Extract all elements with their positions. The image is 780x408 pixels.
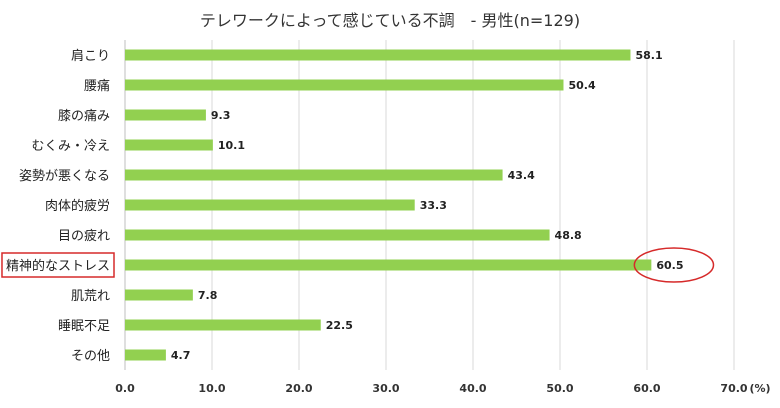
x-tick-label: 60.0 <box>633 382 660 395</box>
bar <box>125 229 550 241</box>
category-label: 目の疲れ <box>58 228 110 244</box>
category-label: 膝の痛み <box>58 108 110 124</box>
value-label: 50.4 <box>568 79 595 92</box>
x-tick-label: 70.0 <box>720 382 747 395</box>
highlight-value-ellipse <box>633 247 715 283</box>
x-tick-label: 0.0 <box>115 382 135 395</box>
value-label: 10.1 <box>218 139 245 152</box>
x-tick-label: 10.0 <box>198 382 225 395</box>
bar <box>125 169 503 181</box>
highlight-label-box <box>1 252 115 278</box>
value-label: 9.3 <box>211 109 231 122</box>
bars: 肩こり 58.1 腰痛 50.4 膝の痛み 9.3 むくみ・冷え 10.1 姿勢が悪くなる 43.… <box>1 48 715 364</box>
x-tick-label: 50.0 <box>546 382 573 395</box>
bar <box>125 349 166 361</box>
chart-title: テレワークによって感じている不調 - 男性(n=129) <box>200 11 580 30</box>
bar <box>125 259 652 271</box>
value-label: 60.5 <box>656 259 683 272</box>
category-label: 腰痛 <box>84 78 110 94</box>
category-label: 精神的なストレス <box>6 258 110 274</box>
x-tick-label: 40.0 <box>459 382 486 395</box>
bar <box>125 79 564 91</box>
value-label: 33.3 <box>420 199 447 212</box>
bar <box>125 139 213 151</box>
category-label: その他 <box>71 349 110 364</box>
category-label: 肌荒れ <box>71 289 110 304</box>
category-label: 肩こり <box>71 48 110 64</box>
bar <box>125 199 415 211</box>
value-label: 7.8 <box>198 289 218 302</box>
value-label: 43.4 <box>508 169 535 182</box>
category-label: 睡眠不足 <box>58 319 110 334</box>
x-axis-ticks: 0.0 10.0 20.0 30.0 40.0 50.0 60.0 70.0 <box>115 382 748 395</box>
bar <box>125 49 631 61</box>
value-label: 48.8 <box>555 229 582 242</box>
category-label: 姿勢が悪くなる <box>19 168 110 184</box>
value-label: 4.7 <box>171 349 191 362</box>
x-tick-label: 30.0 <box>372 382 399 395</box>
value-label: 58.1 <box>635 49 662 62</box>
x-axis-unit: (%) <box>749 382 770 395</box>
bar <box>125 109 206 121</box>
category-label: むくみ・冷え <box>31 139 110 154</box>
bar <box>125 289 193 301</box>
bar <box>125 319 321 331</box>
x-tick-label: 20.0 <box>285 382 312 395</box>
category-label: 肉体的疲労 <box>45 198 110 214</box>
value-label: 22.5 <box>326 319 353 332</box>
